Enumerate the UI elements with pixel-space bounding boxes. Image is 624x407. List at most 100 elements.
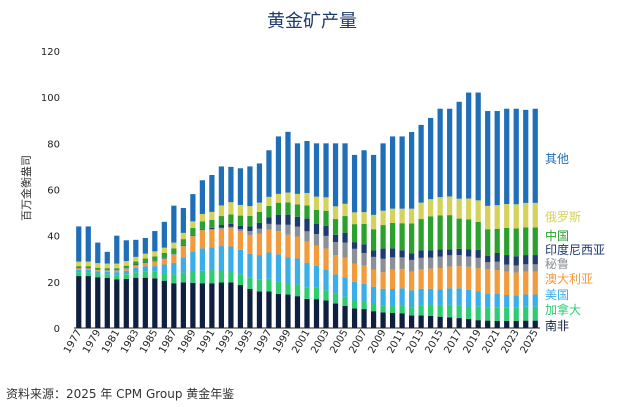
bar-segment [237, 285, 244, 328]
bar-segment [475, 249, 481, 258]
bar-segment [447, 304, 453, 318]
bar-segment [95, 267, 101, 270]
bar-segment [485, 307, 491, 321]
bar-segment [171, 274, 177, 284]
bar-segment [504, 108, 510, 205]
bar-segment [456, 288, 462, 306]
bar-segment [237, 229, 244, 232]
bar-segment [409, 290, 415, 308]
bar-segment [504, 320, 510, 328]
bar-segment [161, 258, 167, 265]
bar-segment [342, 216, 348, 233]
bar-segment [152, 266, 158, 272]
bar-segment [190, 236, 196, 252]
x-tick-label: 1993 [214, 328, 236, 356]
bar-segment [332, 274, 339, 294]
bar-segment [342, 143, 348, 204]
bar-segment [494, 228, 500, 253]
bar-segment [399, 250, 405, 258]
bar-segment [418, 315, 424, 328]
bar-segment [342, 242, 348, 258]
bar-segment [180, 257, 186, 273]
x-tick-label: 1977 [62, 328, 84, 356]
bar-segment [266, 150, 272, 197]
bar-segment [323, 197, 329, 211]
bar-segment [161, 273, 167, 281]
x-tick-label: 2021 [481, 328, 503, 356]
bar-segment [152, 278, 158, 328]
bar-segment [104, 271, 110, 275]
bar-segment [285, 214, 291, 225]
bar-segment [323, 269, 329, 291]
bar-segment [313, 287, 320, 300]
bar-segment [247, 206, 253, 216]
bar-segment [361, 150, 367, 213]
bar-segment [494, 307, 500, 321]
x-tick-label: 1999 [271, 328, 293, 356]
bar-segment [76, 276, 82, 328]
bar-segment [190, 282, 196, 328]
bar-segment [171, 248, 177, 254]
bar-segment [142, 263, 148, 267]
bar-segment [123, 265, 129, 268]
bar-segment [370, 311, 377, 328]
x-tick-label: 1985 [138, 328, 160, 356]
bar-segment [95, 273, 101, 278]
bar-segment [142, 271, 148, 278]
bar-segment [504, 307, 510, 321]
bar-segment [418, 202, 424, 220]
x-axis-ticks: 1977197919811983198519871989199119931995… [62, 328, 541, 356]
bar-segment [180, 246, 186, 258]
bar-segment [114, 272, 120, 276]
bar-segment [161, 221, 167, 248]
bar-segment [199, 283, 205, 328]
bar-segment [399, 288, 405, 306]
bar-segment [228, 270, 234, 283]
bar-segment [180, 239, 186, 245]
bar-segment [95, 277, 101, 328]
bar-segment [466, 306, 472, 319]
bar-segment [466, 256, 472, 267]
bar-segment [266, 223, 272, 230]
bar-segment [485, 229, 491, 256]
bar-segment [351, 154, 358, 213]
bar-segment [237, 204, 244, 216]
bar-segment [409, 271, 415, 291]
bar-segment [256, 291, 263, 328]
bar-segment [142, 266, 148, 272]
bar-segment [313, 299, 320, 328]
x-tick-label: 2025 [519, 328, 541, 356]
bar-segment [133, 277, 139, 328]
bar-segment [332, 242, 339, 256]
bar-segment [275, 193, 282, 203]
bar-segment [447, 196, 453, 216]
bar-segment [504, 264, 510, 272]
bar-segment [152, 271, 158, 279]
bar-segment [285, 202, 291, 215]
bar-segment [494, 205, 500, 229]
bar-segment [313, 265, 320, 288]
bar-segment [304, 231, 310, 242]
bar-segment [513, 307, 519, 321]
bar-segment [266, 217, 272, 224]
bar-segment [247, 231, 253, 236]
x-tick-label: 2013 [404, 328, 426, 356]
bar-segment [142, 253, 148, 259]
bar-segment [218, 216, 225, 226]
bar-segment [361, 223, 367, 245]
bar-segment [199, 221, 205, 229]
bar-segment [494, 293, 500, 308]
bar-segment [428, 199, 434, 217]
bar-segment [351, 263, 358, 282]
bar-segment [256, 255, 263, 280]
bar-segment [456, 218, 462, 249]
bar-segment [523, 320, 529, 328]
bar-segment [494, 320, 500, 328]
bar-segment [466, 198, 472, 220]
x-tick-label: 2005 [328, 328, 350, 356]
bar-segment [285, 234, 291, 258]
bar-segment [323, 210, 329, 226]
bar-segment [209, 229, 215, 248]
bar-segment [161, 252, 167, 258]
bar-segment [190, 194, 196, 222]
